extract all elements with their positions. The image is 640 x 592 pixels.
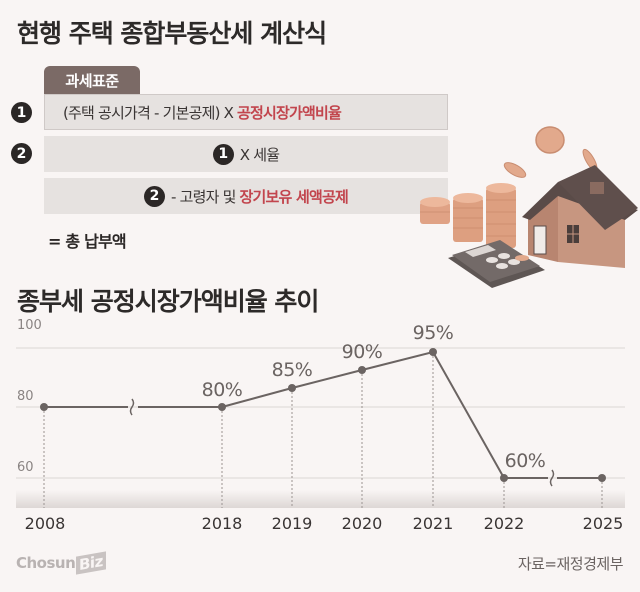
data-label-2020: 90% [341, 341, 383, 363]
y-tick-60: 60 [17, 460, 34, 475]
data-label-2018: 80% [201, 379, 243, 401]
chosunbiz-logo: Chosun Biz [16, 551, 107, 575]
x-label-2025: 2025 [582, 514, 624, 533]
tax-base-badge: 과세표준 [44, 66, 140, 94]
data-label-2019: 85% [271, 359, 313, 381]
calculator-icon [448, 240, 545, 288]
coin-icon [535, 126, 565, 154]
line-chart [16, 347, 625, 508]
data-label-2021: 95% [412, 322, 454, 344]
data-label-2022: 60% [504, 450, 546, 472]
formula-step-1: (주택 공시가격 - 기본공제) X 공정시장가액비율 [44, 94, 448, 130]
formula-step-3: 2 - 고령자 및 장기보유 세액공제 [44, 178, 448, 214]
x-axis-band [16, 490, 625, 508]
step-1-number: 1 [11, 102, 32, 123]
x-label-2022: 2022 [483, 514, 525, 533]
step-3-highlight: 장기보유 세액공제 [239, 187, 349, 206]
step-3-text: - 고령자 및 [171, 187, 240, 206]
y-tick-80: 80 [17, 389, 34, 404]
x-label-2020: 2020 [341, 514, 383, 533]
data-points [40, 348, 606, 482]
source-text: 자료=재정경제부 [517, 555, 624, 573]
coin-stack-icon [420, 183, 516, 248]
axis-break-icon [129, 398, 135, 416]
data-line [138, 350, 548, 479]
step-1-text: (주택 공시가격 - 기본공제) X [63, 103, 238, 122]
step-2-ref: 2 [144, 185, 166, 207]
house-coins-illustration [420, 126, 638, 288]
step-1-highlight: 공정시장가액비율 [237, 103, 342, 122]
x-label-2019: 2019 [271, 514, 313, 533]
step-2-text: X 세율 [239, 145, 280, 164]
coin-icon [503, 162, 527, 178]
chart-title: 종부세 공정시장가액비율 추이 [17, 287, 319, 316]
y-tick-100: 100 [17, 318, 42, 333]
logo-sub: Biz [76, 551, 107, 575]
house-icon [522, 165, 638, 268]
logo-main: Chosun [16, 554, 76, 572]
x-label-2008: 2008 [24, 514, 66, 533]
formula-step-2: 1 X 세율 [44, 136, 448, 172]
step-1-ref: 1 [212, 143, 234, 165]
drop-lines [43, 352, 603, 508]
axis-break-icon [549, 469, 555, 487]
page-title: 현행 주택 종합부동산세 계산식 [17, 19, 327, 48]
step-2-number: 2 [11, 143, 32, 164]
x-label-2021: 2021 [412, 514, 454, 533]
total-payment: = 총 납부액 [48, 232, 127, 251]
x-label-2018: 2018 [201, 514, 243, 533]
